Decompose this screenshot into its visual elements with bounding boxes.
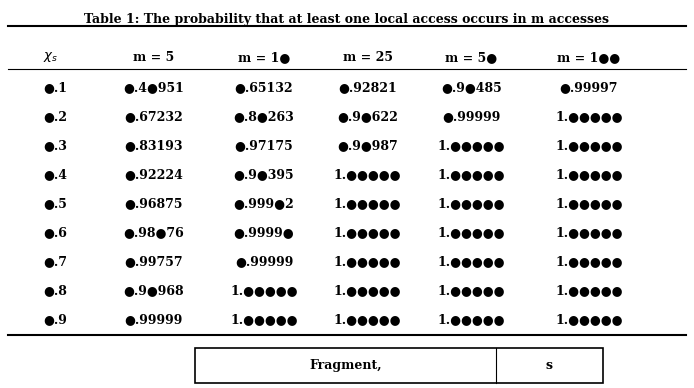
Text: 1.●●●●●: 1.●●●●● [438, 139, 505, 152]
Text: 1.●●●●●: 1.●●●●● [334, 284, 402, 297]
Text: ●.9999●: ●.9999● [234, 226, 294, 239]
Text: Table 1: The probability that at least one local access occurs in m accesses: Table 1: The probability that at least o… [85, 13, 609, 26]
Text: ●.97175: ●.97175 [235, 139, 294, 152]
Text: ●.7: ●.7 [43, 255, 67, 268]
Text: ●.92821: ●.92821 [339, 81, 397, 95]
Text: ●.92224: ●.92224 [124, 168, 183, 181]
Text: 1.●●●●●: 1.●●●●● [334, 226, 402, 239]
Text: ●.99997: ●.99997 [559, 81, 618, 95]
Text: ●.9●395: ●.9●395 [234, 168, 294, 181]
Text: 1.●●●●●: 1.●●●●● [438, 313, 505, 326]
Text: 1.●●●●●: 1.●●●●● [334, 168, 402, 181]
Text: ●.99999: ●.99999 [235, 255, 294, 268]
Text: ●.99999: ●.99999 [442, 111, 500, 123]
Text: ●.5: ●.5 [43, 197, 67, 210]
Text: 1.●●●●●: 1.●●●●● [555, 313, 623, 326]
Text: ●.6: ●.6 [43, 226, 67, 239]
Text: ●.65132: ●.65132 [235, 81, 294, 95]
Text: 1.●●●●●: 1.●●●●● [334, 313, 402, 326]
Text: m = 1●: m = 1● [238, 51, 290, 64]
Text: ●.99757: ●.99757 [124, 255, 183, 268]
Text: 1.●●●●●: 1.●●●●● [555, 168, 623, 181]
Text: 1.●●●●●: 1.●●●●● [438, 168, 505, 181]
Text: 1.●●●●●: 1.●●●●● [438, 255, 505, 268]
Text: 1.●●●●●: 1.●●●●● [334, 197, 402, 210]
Text: ●.67232: ●.67232 [124, 111, 183, 123]
Text: 1.●●●●●: 1.●●●●● [555, 255, 623, 268]
Text: ●.8●263: ●.8●263 [234, 111, 294, 123]
Text: ●.9●987: ●.9●987 [337, 139, 398, 152]
Text: ●.9●622: ●.9●622 [337, 111, 398, 123]
Text: 1.●●●●●: 1.●●●●● [334, 255, 402, 268]
Text: 1.●●●●●: 1.●●●●● [230, 284, 298, 297]
Text: ●.9●968: ●.9●968 [123, 284, 184, 297]
Text: ●.999●2: ●.999●2 [234, 197, 294, 210]
Text: 1.●●●●●: 1.●●●●● [555, 226, 623, 239]
Text: ●.98●76: ●.98●76 [123, 226, 184, 239]
Text: $\chi_s$: $\chi_s$ [43, 50, 58, 64]
Text: 1.●●●●●: 1.●●●●● [438, 284, 505, 297]
Text: ●.4●951: ●.4●951 [123, 81, 184, 95]
Text: ●.2: ●.2 [43, 111, 67, 123]
Text: 1.●●●●●: 1.●●●●● [555, 284, 623, 297]
Text: ●.8: ●.8 [43, 284, 67, 297]
Text: Fragment,: Fragment, [309, 359, 382, 372]
Text: m = 1●●: m = 1●● [557, 51, 620, 64]
Text: ●.1: ●.1 [43, 81, 67, 95]
Text: m = 5: m = 5 [133, 51, 174, 64]
Text: s: s [545, 359, 552, 372]
Text: 1.●●●●●: 1.●●●●● [438, 226, 505, 239]
Text: m = 25: m = 25 [343, 51, 393, 64]
Text: 1.●●●●●: 1.●●●●● [230, 313, 298, 326]
Text: ●.96875: ●.96875 [124, 197, 183, 210]
Text: 1.●●●●●: 1.●●●●● [555, 139, 623, 152]
Text: ●.4: ●.4 [43, 168, 67, 181]
Text: ●.83193: ●.83193 [124, 139, 183, 152]
Text: m = 5●: m = 5● [446, 51, 498, 64]
Text: ●.3: ●.3 [43, 139, 67, 152]
Text: ●.9●485: ●.9●485 [441, 81, 502, 95]
Text: 1.●●●●●: 1.●●●●● [555, 197, 623, 210]
Text: ●.9: ●.9 [43, 313, 67, 326]
Text: 1.●●●●●: 1.●●●●● [438, 197, 505, 210]
Text: ●.99999: ●.99999 [124, 313, 183, 326]
Text: 1.●●●●●: 1.●●●●● [555, 111, 623, 123]
